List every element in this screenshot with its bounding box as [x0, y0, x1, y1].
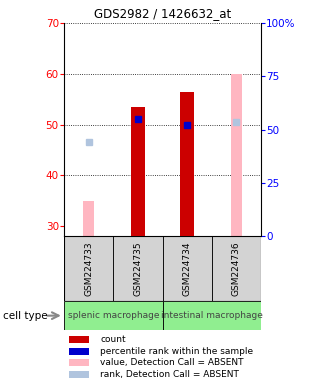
- Title: GDS2982 / 1426632_at: GDS2982 / 1426632_at: [94, 7, 231, 20]
- Bar: [212, 236, 261, 301]
- Bar: [64, 236, 114, 301]
- Bar: [70, 336, 89, 343]
- Text: percentile rank within the sample: percentile rank within the sample: [100, 347, 253, 356]
- Bar: [180, 91, 194, 236]
- Text: splenic macrophage: splenic macrophage: [68, 311, 159, 320]
- Text: rank, Detection Call = ABSENT: rank, Detection Call = ABSENT: [100, 369, 239, 379]
- Bar: [70, 348, 89, 355]
- Text: intestinal macrophage: intestinal macrophage: [161, 311, 263, 320]
- Text: GSM224735: GSM224735: [133, 242, 143, 296]
- Bar: [162, 301, 261, 330]
- Bar: [231, 74, 242, 236]
- Text: value, Detection Call = ABSENT: value, Detection Call = ABSENT: [100, 358, 244, 367]
- Bar: [131, 107, 145, 236]
- Bar: [162, 236, 212, 301]
- Text: count: count: [100, 335, 126, 344]
- Text: GSM224736: GSM224736: [232, 242, 241, 296]
- Bar: [70, 359, 89, 366]
- Bar: [114, 236, 162, 301]
- Text: cell type: cell type: [3, 311, 48, 321]
- Bar: [64, 301, 162, 330]
- Text: GSM224733: GSM224733: [84, 242, 93, 296]
- Bar: [70, 371, 89, 377]
- Text: GSM224734: GSM224734: [182, 242, 192, 296]
- Bar: [83, 200, 94, 236]
